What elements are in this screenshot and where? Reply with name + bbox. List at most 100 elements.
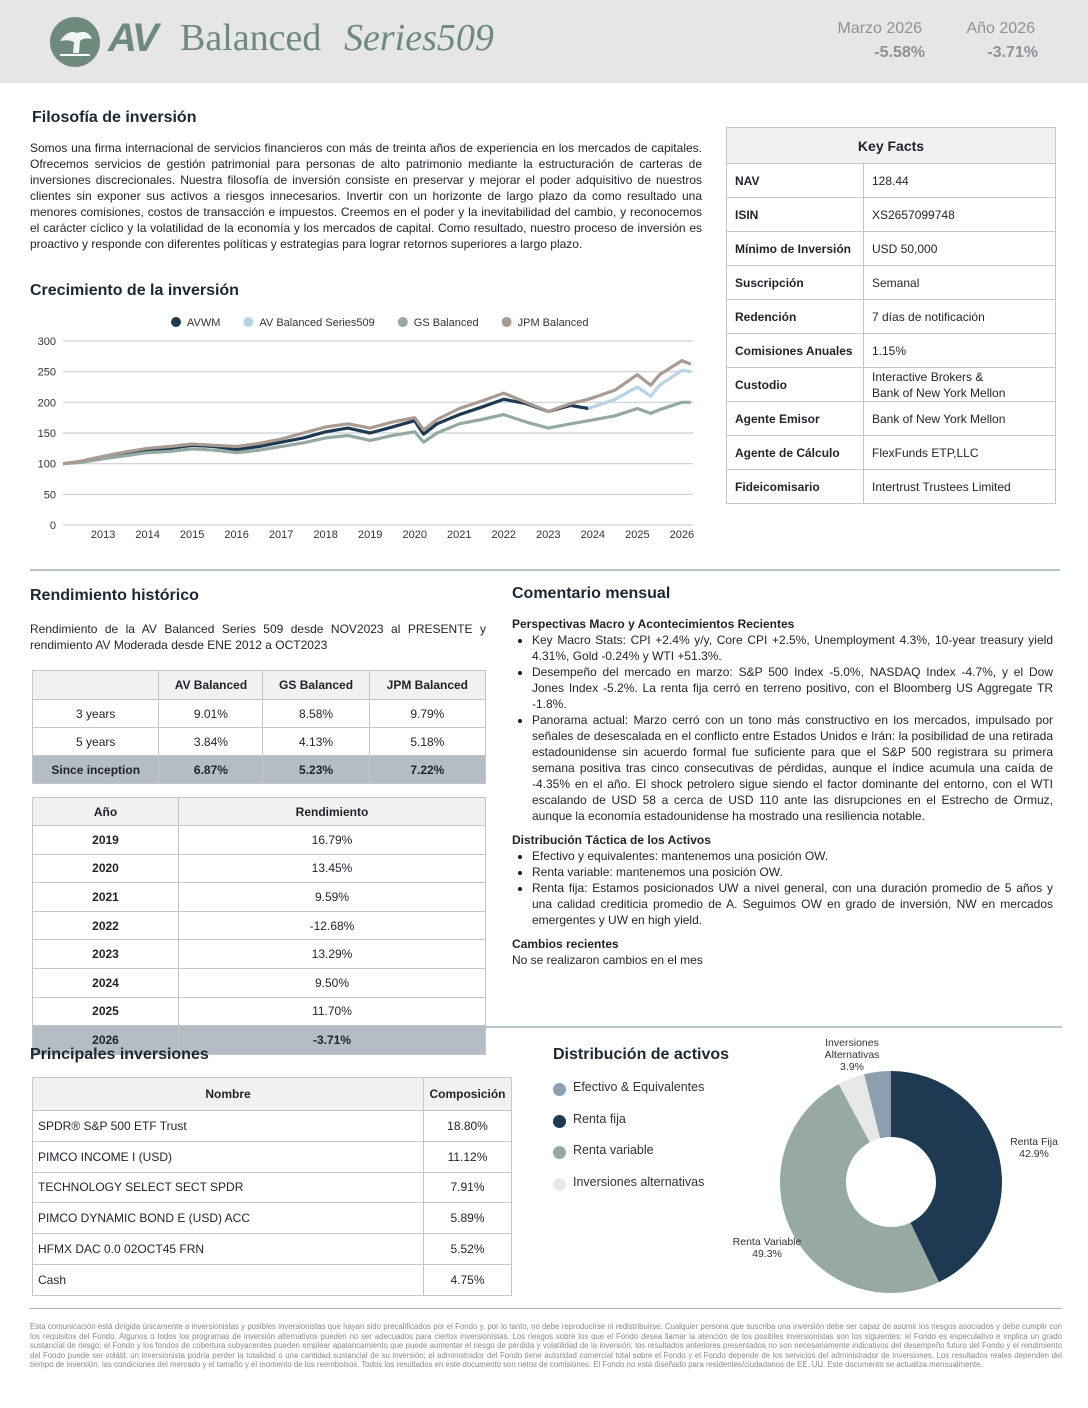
legend-swatch bbox=[171, 317, 181, 327]
legend-swatch bbox=[553, 1114, 566, 1128]
pie-legend: Efectivo & Equivalentes Renta fija Renta v… bbox=[553, 1080, 753, 1200]
legend-label: GS Balanced bbox=[414, 317, 479, 329]
section-title: Principales inversiones bbox=[30, 1046, 209, 1063]
series-line bbox=[62, 359, 692, 466]
history-text: Rendimiento de la AV Balanced Series 509… bbox=[30, 622, 486, 652]
bullet: Panorama actual: Marzo cerró con un tono… bbox=[532, 712, 1053, 824]
cell: 4.75% bbox=[423, 1263, 512, 1296]
bullet-list: Efectivo y equivalentes: mantenemos una … bbox=[512, 848, 1053, 928]
cell: 5.23% bbox=[262, 755, 370, 784]
row-label: Since inception bbox=[31, 755, 160, 784]
cell: 4.13% bbox=[262, 727, 370, 756]
chart-title: Distribución de activos bbox=[553, 1046, 730, 1063]
cell: 7.22% bbox=[368, 755, 487, 784]
cell: 16.79% bbox=[178, 825, 486, 855]
legend-label: Efectivo & Equivalentes bbox=[573, 1080, 705, 1094]
legend-swatch bbox=[553, 1083, 566, 1096]
cell: 13.45% bbox=[178, 853, 486, 884]
column-header: Rendimiento bbox=[178, 797, 486, 826]
kf-label: NAV bbox=[726, 163, 864, 198]
kf-value-line: Interactive Brokers & bbox=[872, 369, 984, 384]
slice-name: Renta Fija bbox=[1010, 1136, 1058, 1148]
kf-value: USD 50,000 bbox=[863, 231, 1056, 266]
cell: 9.50% bbox=[178, 967, 486, 998]
cell: 5.18% bbox=[368, 727, 487, 756]
slice-name: Inversiones Alternativas bbox=[824, 1037, 880, 1061]
legend-swatch bbox=[553, 1177, 566, 1191]
subheading: Perspectivas Macro y Acontecimientos Rec… bbox=[512, 617, 795, 631]
chart-title: Crecimiento de la inversión bbox=[30, 282, 239, 299]
kf-row: Fideicomisario Intertrust Trustees Limite… bbox=[726, 469, 1056, 504]
x-tick-label: 2023 bbox=[536, 529, 560, 541]
series-line bbox=[62, 397, 589, 466]
cell: 5.52% bbox=[423, 1233, 512, 1265]
bullet: Efectivo y equivalentes: mantenemos una … bbox=[532, 848, 1053, 864]
disclaimer: Esta comunicación está dirigida únicamen… bbox=[30, 1322, 1062, 1370]
row-label: 5 years bbox=[31, 727, 160, 756]
annual-row: 2024 9.50% bbox=[32, 967, 486, 998]
kf-label: Suscripción bbox=[726, 265, 864, 300]
annual-row: 2023 13.29% bbox=[32, 939, 486, 969]
kf-value: Intertrust Trustees Limited bbox=[863, 469, 1056, 504]
annual-row: 2020 13.45% bbox=[32, 853, 486, 884]
year-label: Año 2026 bbox=[966, 20, 1035, 37]
y-tick-label: 50 bbox=[44, 489, 56, 501]
legend-label: Renta variable bbox=[573, 1143, 654, 1157]
growth-chart: 0 50 100 150 200 250 300 2013 2014 2015 2016 2017 20… bbox=[38, 317, 694, 541]
kf-value-line: Bank of New York Mellon bbox=[872, 385, 1006, 400]
kf-value: FlexFunds ETP,LLC bbox=[863, 435, 1056, 470]
kf-row: Agente de Cálculo FlexFunds ETP,LLC bbox=[726, 435, 1056, 470]
legend-swatch bbox=[501, 317, 512, 327]
cell: 2026 bbox=[32, 1025, 179, 1055]
cell: 11.70% bbox=[178, 996, 486, 1027]
donut-chart bbox=[779, 1071, 1003, 1294]
header-row: Nombre Composición bbox=[32, 1077, 512, 1111]
summary-row: Since inception 6.87% 5.23% 7.22% bbox=[31, 755, 487, 784]
kf-label: Comisiones Anuales bbox=[726, 333, 864, 368]
section-title: Comentario mensual bbox=[512, 585, 671, 602]
logo-emblem bbox=[50, 17, 100, 67]
month-label: Marzo 2026 bbox=[837, 20, 923, 37]
cell: 18.80% bbox=[423, 1110, 512, 1142]
y-tick-label: 150 bbox=[38, 428, 56, 440]
cell: -3.71% bbox=[178, 1025, 486, 1055]
footer-rule bbox=[30, 1308, 1062, 1309]
kf-row: Suscripción Semanal bbox=[726, 265, 1056, 300]
cell: TECHNOLOGY SELECT SECT SPDR bbox=[32, 1171, 424, 1204]
kf-value: XS2657099748 bbox=[863, 197, 1056, 232]
slice-value: 42.9% bbox=[1019, 1148, 1049, 1160]
bullet-list: Key Macro Stats: CPI +2.4% y/y, Core CPI… bbox=[512, 632, 1053, 824]
cell: 9.79% bbox=[368, 699, 487, 728]
x-tick-label: 2025 bbox=[625, 529, 649, 541]
kf-row: NAV 128.44 bbox=[726, 163, 1056, 198]
y-tick-label: 100 bbox=[38, 459, 56, 471]
annual-row: 2021 9.59% bbox=[32, 882, 486, 912]
cell: 2024 bbox=[32, 967, 179, 998]
kf-value: 1.15% bbox=[863, 333, 1056, 368]
x-tick-label: 2021 bbox=[447, 529, 471, 541]
column-header: AV Balanced bbox=[158, 670, 264, 700]
column-header: Nombre bbox=[32, 1077, 424, 1111]
bullet: Desempeño del mercado en marzo: S&P 500 … bbox=[532, 664, 1053, 712]
annual-row: 2022 -12.68% bbox=[32, 910, 486, 941]
cell: 9.01% bbox=[158, 699, 264, 728]
cell: 2025 bbox=[32, 996, 179, 1027]
x-tick-label: 2020 bbox=[402, 529, 426, 541]
cell: SPDR® S&P 500 ETF Trust bbox=[32, 1110, 424, 1142]
kf-row: Redención 7 días de notificación bbox=[726, 299, 1056, 334]
legend-label: Inversiones alternativas bbox=[573, 1174, 705, 1189]
corner-cell bbox=[31, 670, 160, 700]
kf-label: ISIN bbox=[726, 197, 864, 232]
cell: 2021 bbox=[32, 882, 179, 912]
holding-row: SPDR® S&P 500 ETF Trust 18.80% bbox=[32, 1110, 512, 1142]
cell: -12.68% bbox=[178, 910, 486, 941]
slice-label: Renta Fija 42.9% bbox=[994, 1136, 1074, 1160]
kf-row: Custodio Interactive Brokers & Bank of New… bbox=[726, 367, 1056, 402]
holding-row: PIMCO INCOME I (USD) 11.12% bbox=[32, 1140, 512, 1173]
holding-row: PIMCO DYNAMIC BOND E (USD) ACC 5.89% bbox=[32, 1202, 512, 1235]
x-tick-label: 2026 bbox=[670, 529, 694, 541]
section-title: Filosofía de inversión bbox=[32, 109, 197, 126]
cell: 9.59% bbox=[178, 882, 486, 912]
kf-label: Redención bbox=[726, 299, 864, 334]
